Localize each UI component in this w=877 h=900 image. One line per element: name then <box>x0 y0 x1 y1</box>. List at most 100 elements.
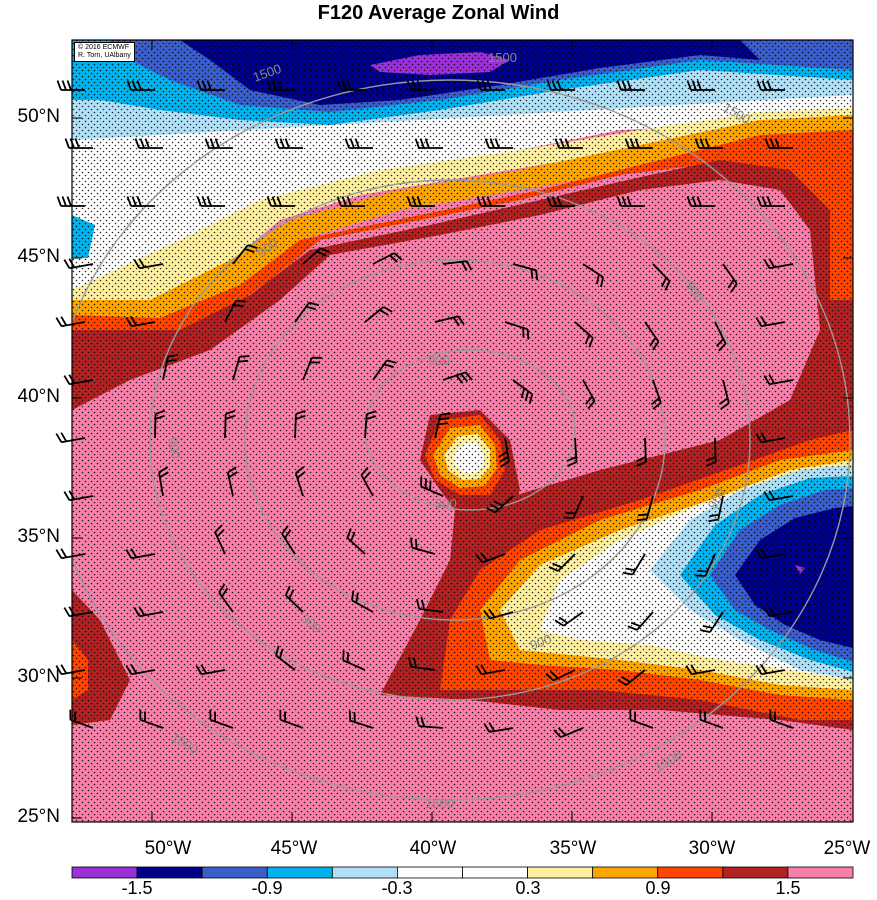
wind-barb <box>196 80 225 91</box>
wind-barb <box>763 374 794 386</box>
wind-barb <box>755 664 786 676</box>
longitude-label: 30°W <box>688 838 736 859</box>
wind-barb <box>214 524 226 555</box>
wind-barb <box>483 722 514 733</box>
wind-barb <box>582 379 596 410</box>
contour-label: 900 <box>528 631 554 653</box>
wind-barb <box>434 412 451 439</box>
wind-barb <box>346 528 366 555</box>
latitude-label: 50°N <box>17 106 60 127</box>
wind-barb <box>622 553 646 576</box>
wind-barb <box>416 598 444 613</box>
wind-barb <box>133 258 164 270</box>
colorbar-swatch <box>722 866 789 879</box>
wind-barb <box>686 196 715 207</box>
wind-barb <box>125 664 156 676</box>
colorbar-swatch <box>527 866 594 879</box>
wind-barb <box>139 709 164 729</box>
wind-barb <box>629 709 654 729</box>
wind-barb <box>274 138 303 149</box>
wind-barb <box>266 196 295 207</box>
wind-barb <box>616 196 645 207</box>
wind-barb <box>420 476 444 497</box>
wind-barb <box>348 710 374 729</box>
wind-barb <box>336 196 365 207</box>
wind-barb <box>162 354 179 381</box>
wind-barb <box>56 80 85 91</box>
colorbar-label: 1.5 <box>775 878 801 898</box>
wind-barb <box>204 138 233 149</box>
contour-900-outer <box>149 179 751 701</box>
wind-barb <box>476 196 505 207</box>
wind-barb <box>372 252 403 265</box>
wind-barb <box>483 608 514 620</box>
wind-barb <box>410 537 436 555</box>
contour-label: 900 <box>428 353 450 368</box>
wind-barb <box>722 263 738 293</box>
wind-barb <box>708 495 724 523</box>
colorbar-label: -0.9 <box>251 878 283 898</box>
wind-barb <box>434 315 465 327</box>
contour-label: 1500 <box>488 50 517 65</box>
wind-barb <box>226 466 238 497</box>
wind-barb <box>574 321 594 348</box>
wind-barb <box>209 709 234 729</box>
wind-barb <box>294 301 320 323</box>
colorbar-swatch <box>462 866 528 879</box>
wind-barb <box>694 138 723 149</box>
wind-barb <box>55 664 86 676</box>
wind-barb <box>705 437 717 467</box>
wind-barb <box>294 466 306 497</box>
wind-barb <box>224 409 236 439</box>
wind-barb <box>126 80 155 91</box>
wind-barb <box>685 664 716 676</box>
contour-label: 900 <box>165 436 184 460</box>
wind-barb <box>764 138 793 149</box>
wind-barb <box>55 548 86 560</box>
credit-box: © 2016 ECMWF R. Torn, UAlbany <box>74 42 135 62</box>
wind-barb <box>56 196 85 207</box>
wind-barb <box>360 466 374 497</box>
wind-barb <box>699 709 724 729</box>
wind-barb <box>756 196 785 207</box>
colorbar-swatch <box>787 866 854 879</box>
wind-barbs <box>55 80 794 739</box>
wind-barb <box>406 80 435 91</box>
colorbar-swatch <box>266 866 333 879</box>
contour-label: 1500 <box>425 796 454 811</box>
credit-line: © 2016 ECMWF <box>78 44 130 51</box>
wind-barb <box>756 80 785 91</box>
wind-barb <box>616 80 645 91</box>
wind-barb <box>512 379 534 405</box>
wind-barb <box>714 321 727 352</box>
wind-barb <box>475 664 506 676</box>
latitude-label: 25°N <box>17 806 60 827</box>
wind-barb <box>64 138 93 149</box>
wind-barb <box>364 306 393 323</box>
wind-barb <box>415 716 444 729</box>
wind-barb <box>284 585 304 613</box>
wind-barb <box>650 379 662 410</box>
contour-900-inner <box>244 259 666 621</box>
wind-barb <box>133 606 164 618</box>
wind-barb <box>553 727 584 739</box>
wind-barb <box>636 495 654 522</box>
wind-barb <box>224 299 246 323</box>
wind-barb <box>636 437 647 467</box>
wind-barb <box>232 244 258 265</box>
colorbar-label: 0.3 <box>515 878 541 898</box>
wind-barb <box>294 409 306 439</box>
wind-barb <box>700 611 724 633</box>
longitude-label: 35°W <box>549 838 597 859</box>
wind-barb <box>686 80 715 91</box>
latitude-label: 40°N <box>17 386 60 407</box>
wind-barb <box>512 263 539 281</box>
wind-barb <box>755 432 786 444</box>
wind-barb <box>695 553 716 577</box>
wind-barb <box>302 356 322 381</box>
colorbar-swatch <box>657 866 724 879</box>
wind-barb <box>69 709 94 729</box>
wind-barb <box>548 553 576 572</box>
colorbar <box>71 866 854 879</box>
colorbar-swatch <box>397 866 463 879</box>
